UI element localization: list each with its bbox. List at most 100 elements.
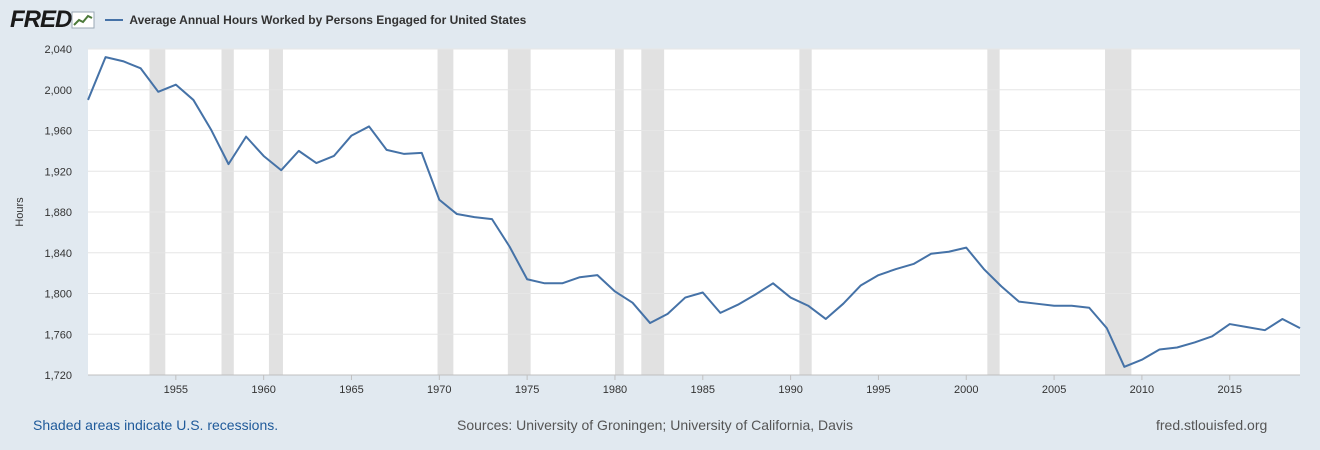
data-point [1281,318,1283,320]
data-point [1123,366,1125,368]
data-point [1141,359,1143,361]
data-point [596,274,598,276]
data-point [210,128,212,130]
x-tick-label: 1995 [866,384,890,396]
y-tick-label: 1,960 [44,126,72,138]
data-point [1035,302,1037,304]
data-point [1000,285,1002,287]
data-point [315,162,317,164]
data-point [1070,305,1072,307]
data-point [737,304,739,306]
data-point [1193,341,1195,343]
data-point [104,56,106,58]
data-point [754,293,756,295]
data-point [1176,346,1178,348]
data-point [930,253,932,255]
y-tick-label: 1,800 [44,289,72,301]
data-point [579,276,581,278]
data-point [350,134,352,136]
data-point [912,263,914,265]
data-point [860,284,862,286]
data-point [280,169,282,171]
data-point [1088,307,1090,309]
data-point [842,302,844,304]
data-point [1246,326,1248,328]
data-point [508,245,510,247]
x-tick-label: 1955 [164,384,188,396]
data-point [473,216,475,218]
recession-note: Shaded areas indicate U.S. recessions. [33,417,279,433]
y-tick-label: 2,040 [44,44,72,56]
data-point [1106,327,1108,329]
chart-header: FRED Average Annual Hours Worked by Pers… [10,6,526,34]
y-tick-label: 2,000 [44,85,72,97]
data-point [262,155,264,157]
trend-chart-icon [71,11,95,29]
data-point [684,296,686,298]
x-tick-label: 2005 [1042,384,1066,396]
data-point [702,291,704,293]
data-point [649,322,651,324]
x-tick-label: 1960 [251,384,275,396]
gridlines [88,48,1300,335]
legend-series-title: Average Annual Hours Worked by Persons E… [129,13,527,27]
series [87,56,1301,368]
x-tick-label: 1975 [515,384,539,396]
data-point [456,213,458,215]
fred-logo[interactable]: FRED [10,6,95,34]
data-point [1264,329,1266,331]
fred-logo-text: FRED [10,6,72,33]
data-point [895,268,897,270]
data-point [543,282,545,284]
x-axis: 1955 1960 1965 1970 1975 1980 1985 1990 1995 2000… [88,374,1300,396]
data-point [157,91,159,93]
y-tick-label: 1,840 [44,248,72,260]
data-point [298,150,300,152]
data-point [122,60,124,62]
data-point [526,278,528,280]
data-point [227,163,229,165]
data-point [614,290,616,292]
data-point [561,282,563,284]
data-point [175,83,177,85]
x-tick-label: 2015 [1217,384,1241,396]
data-point [403,153,405,155]
data-point [438,199,440,201]
data-point [1229,323,1231,325]
data-point [983,268,985,270]
data-point [1018,300,1020,302]
x-tick-label: 1985 [691,384,715,396]
y-tick-label: 1,880 [44,207,72,219]
sources-note: Sources: University of Groningen; Univer… [457,417,854,433]
data-point [807,305,809,307]
data-point [139,67,141,69]
x-tick-label: 2010 [1130,384,1154,396]
data-point [772,282,774,284]
x-tick-label: 1970 [427,384,451,396]
data-point [825,318,827,320]
x-tick-label: 1990 [778,384,802,396]
data-point [333,155,335,157]
data-point [1299,327,1301,329]
legend-line-swatch [105,19,124,21]
data-point [947,251,949,253]
data-point [877,274,879,276]
x-tick-label: 1965 [339,384,363,396]
data-point [491,218,493,220]
data-point [666,313,668,315]
series-line [87,56,1301,368]
y-axis: 1,720 1,760 1,800 1,840 1,880 1,920 1,960 2,000… [44,44,72,382]
data-point [1211,335,1213,337]
data-point [965,246,967,248]
x-tick-label: 1980 [603,384,627,396]
site-link[interactable]: fred.stlouisfed.org [1156,417,1268,433]
data-point [631,301,633,303]
y-tick-label: 1,760 [44,329,72,341]
data-point [1053,305,1055,307]
legend: Average Annual Hours Worked by Persons E… [105,13,526,27]
data-point [1158,348,1160,350]
x-tick-label: 2000 [954,384,978,396]
y-tick-label: 1,920 [44,166,72,178]
data-point [789,296,791,298]
